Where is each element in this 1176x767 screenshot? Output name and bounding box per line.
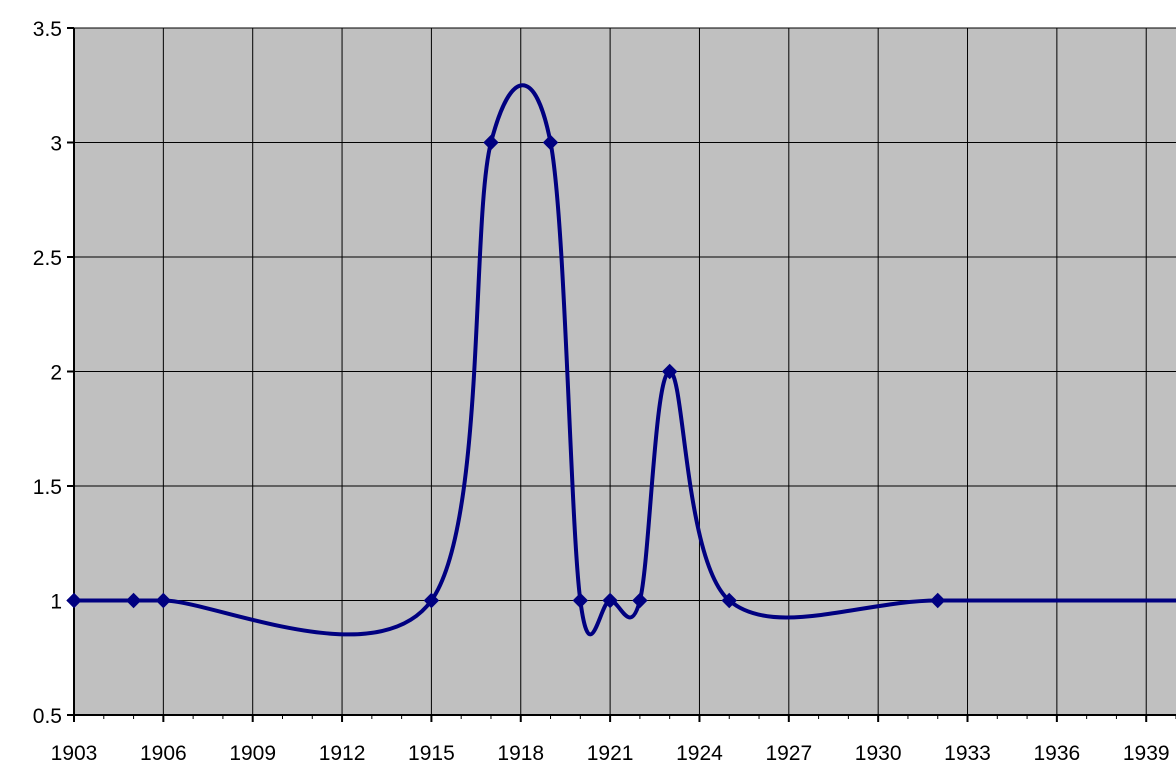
x-tick-label: 1933 — [944, 742, 991, 765]
data-point-marker — [155, 592, 172, 609]
data-point-marker — [661, 363, 678, 380]
y-tick-label: 1.5 — [33, 476, 62, 499]
y-tick-label: 2 — [50, 362, 62, 385]
x-tick-label: 1918 — [497, 742, 544, 765]
series-layer — [66, 83, 1176, 637]
x-tick-label: 1921 — [587, 742, 634, 765]
y-tick-label: 0.5 — [33, 705, 62, 728]
x-tick-label: 1903 — [51, 742, 98, 765]
y-tick-label: 3.5 — [33, 18, 62, 41]
x-tick-label: 1924 — [676, 742, 723, 765]
data-point-marker — [930, 592, 946, 609]
tick-labels: 0.5 1 1.5 2 2.5 3 3.5 1903 1906 1909 1912 1915 1918 1… — [33, 18, 1170, 765]
grid — [74, 27, 1176, 715]
x-tick-label: 1936 — [1034, 742, 1081, 765]
data-point-marker — [125, 592, 142, 609]
data-point-marker — [423, 592, 440, 609]
x-tick-label: 1915 — [408, 742, 455, 765]
y-tick-label: 3 — [50, 133, 62, 156]
y-tick-label: 1 — [50, 591, 62, 614]
data-point-marker — [602, 592, 618, 609]
data-point-marker — [483, 134, 499, 151]
x-tick-label: 1909 — [229, 742, 276, 765]
series-line — [74, 83, 1176, 637]
data-point-marker — [66, 592, 82, 609]
data-point-marker — [542, 134, 559, 151]
x-tick-label: 1927 — [765, 742, 812, 765]
data-point-marker — [632, 592, 648, 609]
x-tick-label: 1939 — [1123, 742, 1170, 765]
x-tick-label: 1912 — [319, 742, 366, 765]
data-point-marker — [721, 592, 737, 609]
y-tick-label: 2.5 — [33, 247, 62, 270]
data-point-marker — [572, 592, 589, 609]
x-tick-label: 1930 — [855, 742, 902, 765]
x-tick-label: 1906 — [140, 742, 187, 765]
